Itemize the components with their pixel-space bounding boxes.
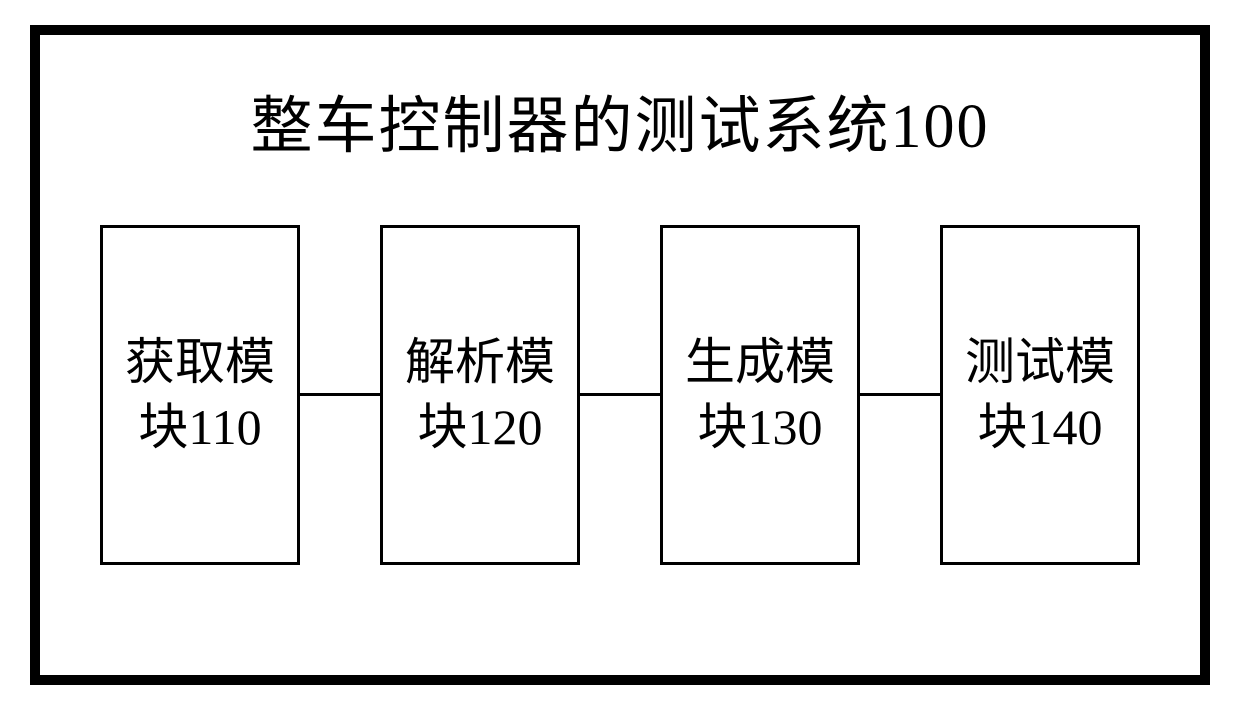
parse-module: 解析模块120: [380, 225, 580, 565]
module-row: 获取模块110 解析模块120 生成模块130 测试模块140: [100, 225, 1140, 565]
connector-line: [860, 393, 940, 396]
module-label: 测试模块140: [953, 330, 1127, 460]
connector-line: [580, 393, 660, 396]
system-container: 整车控制器的测试系统100 获取模块110 解析模块120 生成模块130 测试…: [30, 25, 1210, 685]
module-label: 解析模块120: [393, 330, 567, 460]
generate-module: 生成模块130: [660, 225, 860, 565]
module-label: 生成模块130: [673, 330, 847, 460]
connector-line: [300, 393, 380, 396]
acquire-module: 获取模块110: [100, 225, 300, 565]
module-label: 获取模块110: [113, 330, 287, 460]
test-module: 测试模块140: [940, 225, 1140, 565]
system-title: 整车控制器的测试系统100: [250, 75, 989, 165]
